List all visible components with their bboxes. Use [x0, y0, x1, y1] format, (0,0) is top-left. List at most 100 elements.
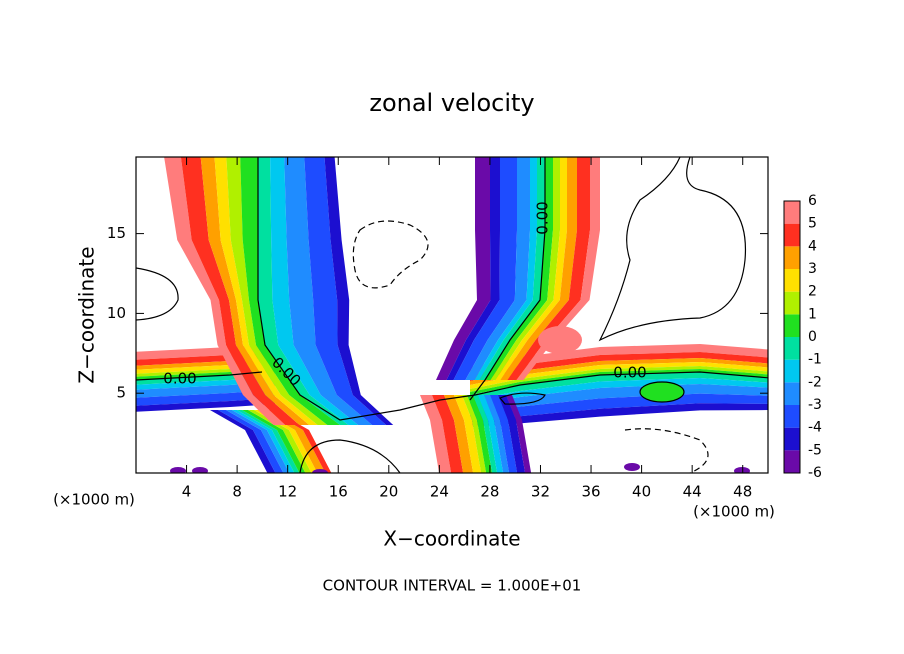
contour-line	[639, 381, 685, 403]
contour-field	[136, 157, 768, 473]
x-unit-label: (×1000 m)	[693, 503, 775, 521]
plot-frame	[135, 156, 769, 474]
chart-title: zonal velocity	[369, 89, 534, 117]
contour-band	[474, 157, 537, 380]
contour-line	[136, 371, 263, 381]
contour-line-dashed	[352, 220, 429, 289]
contour-band	[136, 398, 275, 412]
contour-band	[324, 157, 394, 425]
colorbar-label: -1	[808, 352, 822, 368]
contour-band	[467, 395, 493, 473]
colorbar-swatch	[784, 223, 800, 247]
contour-band	[470, 366, 768, 392]
contour-band	[242, 410, 306, 473]
contour-blob	[640, 382, 684, 402]
x-tick-label: 28	[480, 483, 499, 501]
x-tick-label: 4	[182, 483, 192, 501]
contour-label: 0.00	[163, 370, 196, 388]
colorbar-swatch	[784, 314, 800, 337]
contour-line-dashed	[624, 428, 709, 473]
contour-band	[304, 157, 387, 425]
contour-band	[260, 410, 326, 473]
colorbar-label: 5	[808, 216, 817, 232]
colorbar-frame	[783, 200, 801, 474]
colorbar-label: -6	[808, 465, 822, 481]
contour-band	[470, 393, 768, 421]
contour-band	[237, 410, 300, 473]
contour-band	[226, 410, 290, 473]
colorbar-label: 4	[808, 238, 817, 254]
colorbar-swatch	[784, 450, 800, 473]
contour-band	[420, 395, 452, 473]
contour-band	[485, 157, 553, 380]
contour-band	[470, 378, 768, 405]
x-tick-label: 44	[683, 483, 702, 501]
colorbar-swatch	[784, 246, 800, 269]
contour-band	[470, 372, 768, 400]
contour-band	[258, 157, 349, 425]
contour-band	[470, 344, 768, 375]
colorbar-label: 0	[808, 329, 817, 345]
y-axis-label: Z−coordinate	[75, 246, 99, 383]
x-tick-label: 40	[632, 483, 651, 501]
contour-band	[268, 410, 332, 473]
colorbar-label: 1	[808, 306, 817, 322]
contour-blob	[624, 463, 640, 471]
contour-band	[226, 157, 328, 425]
contour-band	[248, 410, 312, 473]
contour-blob	[538, 326, 582, 354]
contour-band	[478, 395, 504, 473]
contour-line	[299, 439, 401, 473]
contour-band	[470, 403, 768, 427]
contour-band	[484, 395, 510, 473]
contour-band	[136, 390, 275, 406]
colorbar-label: 3	[808, 261, 817, 277]
contour-band	[453, 157, 517, 380]
x-tick-label: 24	[430, 483, 449, 501]
contour-band	[479, 157, 545, 380]
contour-blob	[312, 469, 328, 473]
contour-band	[462, 395, 487, 473]
x-tick-label: 16	[329, 483, 348, 501]
colorbar-swatch	[784, 337, 800, 360]
contour-band	[444, 395, 474, 473]
colorbar-swatch	[784, 382, 800, 405]
contour-band	[436, 157, 491, 380]
x-tick-label: 12	[278, 483, 297, 501]
contour-line	[499, 392, 546, 405]
colorbar-label: -2	[808, 374, 822, 390]
contour-label: 0.00	[534, 201, 552, 234]
contour-band	[490, 157, 560, 380]
contour-line	[469, 157, 546, 401]
contour-band	[218, 410, 284, 473]
contour-band	[465, 157, 530, 380]
colorbar-label: -5	[808, 442, 822, 458]
contour-band	[473, 395, 498, 473]
x-tick-label: 32	[531, 483, 550, 501]
contour-band	[498, 395, 526, 473]
x-tick-label: 48	[733, 483, 752, 501]
colorbar-swatch	[784, 405, 800, 428]
contour-band	[446, 157, 500, 380]
contour-band	[210, 410, 276, 473]
contour-band	[506, 395, 532, 473]
contour-band	[270, 157, 359, 425]
y-tick-label: 15	[107, 224, 126, 242]
contour-band	[214, 157, 318, 425]
y-tick-label: 5	[116, 384, 126, 402]
colorbar-swatch	[784, 359, 800, 383]
contour-band	[164, 157, 286, 425]
contour-band	[254, 410, 318, 473]
contour-line	[598, 157, 747, 342]
contour-band	[500, 157, 577, 380]
colorbar-label: 6	[808, 193, 817, 209]
contour-lines	[136, 157, 768, 473]
x-tick-label: 20	[379, 483, 398, 501]
colorbar-swatch	[784, 201, 800, 224]
footer: CONTOUR INTERVAL = 1.000E+01	[323, 577, 582, 595]
contour-line	[136, 267, 179, 321]
contour-band	[284, 157, 373, 425]
contour-line	[257, 157, 768, 421]
contour-blob	[734, 467, 750, 473]
